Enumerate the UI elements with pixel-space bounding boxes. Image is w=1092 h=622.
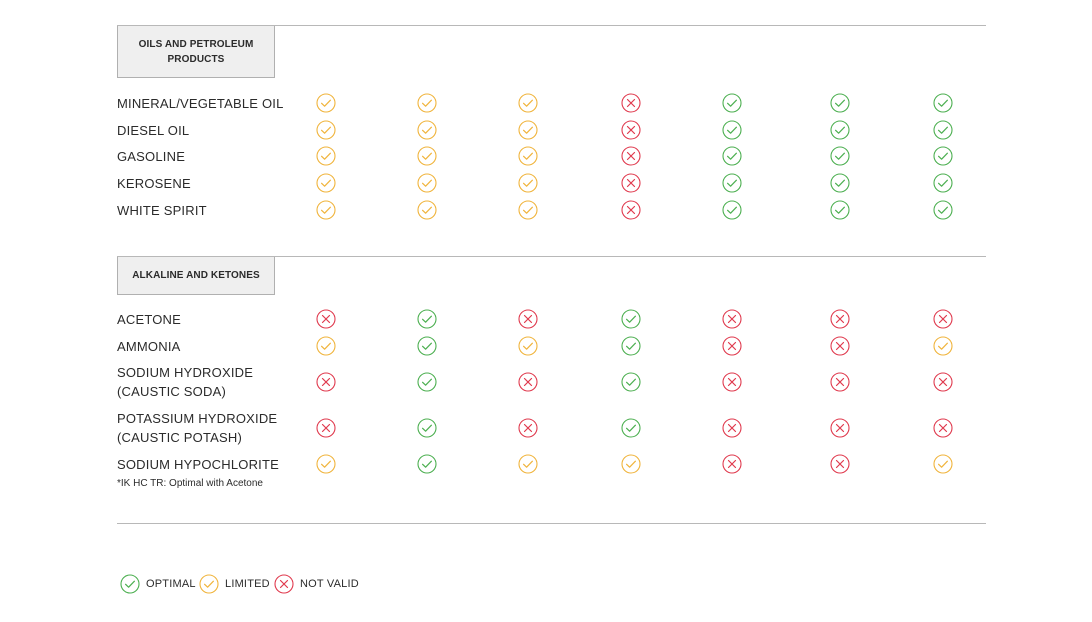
check-circle-icon — [417, 93, 437, 113]
check-circle-icon — [722, 146, 742, 166]
x-circle-icon — [621, 146, 641, 166]
row-label: MINERAL/VEGETABLE OIL — [117, 96, 284, 111]
x-circle-icon — [722, 309, 742, 329]
x-circle-icon — [722, 454, 742, 474]
legend-item-limited: LIMITED — [199, 574, 270, 594]
check-circle-icon — [518, 454, 538, 474]
section-title: OILS AND PETROLEUM PRODUCTS — [138, 38, 254, 65]
x-circle-icon — [621, 173, 641, 193]
check-circle-icon — [722, 93, 742, 113]
check-circle-icon — [621, 372, 641, 392]
x-circle-icon — [316, 309, 336, 329]
check-circle-icon — [722, 120, 742, 140]
check-circle-icon — [417, 173, 437, 193]
x-circle-icon — [830, 372, 850, 392]
check-circle-icon — [417, 336, 437, 356]
check-circle-icon — [518, 173, 538, 193]
check-circle-icon — [199, 574, 219, 594]
check-circle-icon — [621, 336, 641, 356]
check-circle-icon — [933, 454, 953, 474]
x-circle-icon — [830, 309, 850, 329]
x-circle-icon — [274, 574, 294, 594]
check-circle-icon — [417, 418, 437, 438]
x-circle-icon — [933, 418, 953, 438]
check-circle-icon — [316, 454, 336, 474]
legend-label: NOT VALID — [300, 578, 359, 590]
check-circle-icon — [316, 173, 336, 193]
x-circle-icon — [722, 372, 742, 392]
check-circle-icon — [830, 146, 850, 166]
section-divider — [117, 25, 986, 26]
x-circle-icon — [830, 418, 850, 438]
check-circle-icon — [316, 200, 336, 220]
check-circle-icon — [417, 120, 437, 140]
row-label: KEROSENE — [117, 176, 191, 191]
check-circle-icon — [830, 120, 850, 140]
x-circle-icon — [518, 418, 538, 438]
x-circle-icon — [621, 120, 641, 140]
check-circle-icon — [518, 200, 538, 220]
check-circle-icon — [621, 454, 641, 474]
check-circle-icon — [417, 146, 437, 166]
x-circle-icon — [621, 200, 641, 220]
check-circle-icon — [933, 173, 953, 193]
check-circle-icon — [417, 200, 437, 220]
check-circle-icon — [621, 418, 641, 438]
check-circle-icon — [417, 309, 437, 329]
row-label: ACETONE — [117, 312, 182, 327]
footnote: *IK HC TR: Optimal with Acetone — [117, 478, 263, 489]
check-circle-icon — [518, 146, 538, 166]
legend-label: OPTIMAL — [146, 578, 196, 590]
legend-item-not-valid: NOT VALID — [274, 574, 359, 594]
check-circle-icon — [933, 120, 953, 140]
check-circle-icon — [316, 336, 336, 356]
check-circle-icon — [933, 336, 953, 356]
table-bottom-divider — [117, 523, 986, 524]
row-label: WHITE SPIRIT — [117, 203, 207, 218]
x-circle-icon — [316, 372, 336, 392]
x-circle-icon — [316, 418, 336, 438]
x-circle-icon — [933, 372, 953, 392]
row-label: DIESEL OIL — [117, 123, 190, 138]
check-circle-icon — [316, 120, 336, 140]
row-label: GASOLINE — [117, 149, 186, 164]
check-circle-icon — [830, 173, 850, 193]
section-header-alkaline: ALKALINE AND KETONES — [117, 257, 275, 295]
check-circle-icon — [722, 173, 742, 193]
check-circle-icon — [417, 372, 437, 392]
check-circle-icon — [316, 146, 336, 166]
check-circle-icon — [933, 146, 953, 166]
x-circle-icon — [722, 336, 742, 356]
x-circle-icon — [830, 336, 850, 356]
x-circle-icon — [830, 454, 850, 474]
row-label: AMMONIA — [117, 339, 181, 354]
check-circle-icon — [316, 93, 336, 113]
section-divider — [117, 256, 986, 257]
x-circle-icon — [933, 309, 953, 329]
check-circle-icon — [933, 93, 953, 113]
check-circle-icon — [933, 200, 953, 220]
check-circle-icon — [621, 309, 641, 329]
x-circle-icon — [518, 372, 538, 392]
check-circle-icon — [518, 93, 538, 113]
x-circle-icon — [518, 309, 538, 329]
check-circle-icon — [120, 574, 140, 594]
check-circle-icon — [518, 336, 538, 356]
check-circle-icon — [417, 454, 437, 474]
x-circle-icon — [621, 93, 641, 113]
check-circle-icon — [830, 200, 850, 220]
check-circle-icon — [722, 200, 742, 220]
check-circle-icon — [830, 93, 850, 113]
legend-label: LIMITED — [225, 578, 270, 590]
x-circle-icon — [722, 418, 742, 438]
legend-item-optimal: OPTIMAL — [120, 574, 196, 594]
row-label: SODIUM HYPOCHLORITE — [117, 457, 279, 472]
section-title: ALKALINE AND KETONES — [132, 270, 260, 281]
row-label: POTASSIUM HYDROXIDE (CAUSTIC POTASH) — [117, 411, 278, 445]
check-circle-icon — [518, 120, 538, 140]
row-label: SODIUM HYDROXIDE (CAUSTIC SODA) — [117, 365, 254, 399]
section-header-oils: OILS AND PETROLEUM PRODUCTS — [117, 26, 275, 78]
